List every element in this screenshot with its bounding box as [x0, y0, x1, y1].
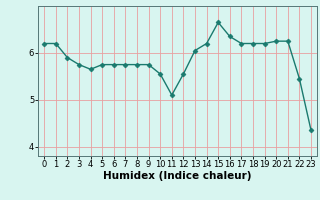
X-axis label: Humidex (Indice chaleur): Humidex (Indice chaleur)	[103, 171, 252, 181]
